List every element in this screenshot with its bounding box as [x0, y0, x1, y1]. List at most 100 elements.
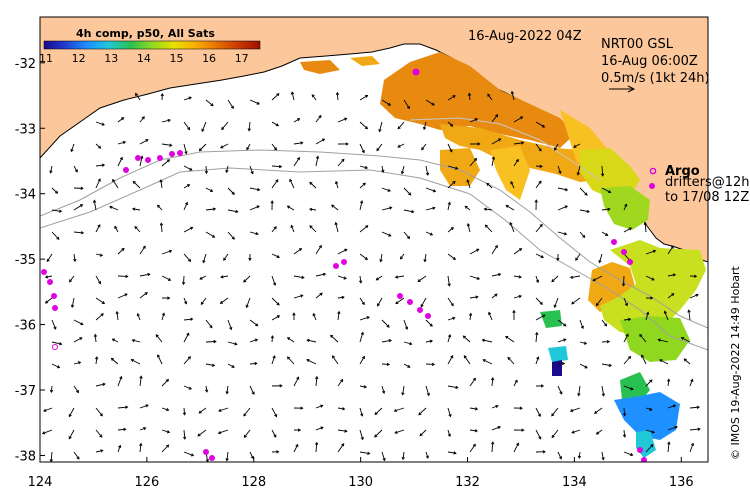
current-arrowhead	[674, 425, 678, 429]
current-arrow	[337, 443, 345, 453]
current-arrowhead	[56, 365, 61, 369]
current-arrowhead	[121, 247, 125, 252]
current-arrowhead	[646, 311, 650, 315]
current-arrowhead	[144, 292, 148, 296]
current-arrow	[578, 385, 581, 396]
current-arrow	[337, 248, 347, 255]
current-arrowhead	[212, 234, 216, 238]
current-arrowhead	[311, 94, 315, 98]
current-arrow	[644, 222, 647, 233]
current-arrowhead	[505, 204, 509, 208]
current-arrowhead	[80, 322, 84, 326]
current-arrow	[45, 297, 53, 304]
current-arrowhead	[558, 456, 562, 460]
current-arrowhead	[276, 255, 280, 259]
current-arrowhead	[157, 204, 161, 208]
current-arrow	[469, 275, 480, 280]
current-arrowhead	[275, 123, 280, 127]
current-arrow	[133, 181, 141, 189]
current-arrow	[535, 180, 542, 189]
current-arrow	[641, 354, 647, 365]
current-arrowhead	[201, 128, 205, 133]
current-arrow	[359, 95, 368, 101]
current-arrowhead	[521, 141, 525, 145]
current-arrow	[336, 92, 339, 101]
current-arrowhead	[43, 408, 47, 412]
current-arrow	[139, 273, 150, 277]
current-arrow	[447, 385, 458, 389]
current-arrowhead	[300, 406, 304, 410]
current-arrowhead	[213, 339, 217, 344]
current-arrowhead	[657, 338, 661, 342]
current-arrow	[95, 297, 105, 304]
current-arrowhead	[628, 227, 632, 231]
current-arrowhead	[297, 428, 302, 432]
current-arrowhead	[600, 173, 605, 177]
current-arrowhead	[447, 334, 452, 338]
current-arrowhead	[690, 442, 695, 446]
current-arrowhead	[584, 365, 588, 369]
current-arrow	[69, 275, 75, 283]
current-arrow	[381, 451, 386, 461]
current-arrowhead	[205, 389, 209, 393]
current-arrowhead	[569, 275, 574, 279]
current-arrowhead	[491, 156, 496, 160]
current-arrow	[183, 121, 191, 130]
current-arrowhead	[365, 95, 369, 98]
current-arrowhead	[491, 441, 495, 445]
current-arrowhead	[73, 258, 77, 263]
current-arrowhead	[379, 259, 383, 263]
current-arrow	[577, 165, 581, 175]
current-arrowhead	[641, 354, 645, 358]
current-arrowhead	[337, 310, 341, 315]
current-arrowhead	[627, 317, 632, 322]
current-arrow	[51, 363, 60, 369]
current-arrowhead	[114, 225, 118, 229]
current-arrow	[51, 209, 62, 212]
current-arrow	[337, 275, 347, 280]
current-arrowhead	[395, 301, 399, 305]
current-arrow	[447, 429, 451, 437]
current-arrowhead	[452, 256, 457, 260]
current-arrow	[447, 121, 453, 127]
current-arrow	[557, 385, 563, 395]
current-arrowhead	[381, 169, 385, 173]
current-arrowhead	[159, 179, 163, 183]
current-arrow	[376, 275, 383, 281]
current-arrowhead	[539, 301, 543, 305]
current-arrow	[623, 204, 627, 211]
current-arrow	[332, 355, 339, 365]
current-arrow	[337, 407, 345, 410]
current-arrow	[491, 377, 494, 387]
current-arrowhead	[319, 292, 323, 296]
current-arrow	[199, 275, 207, 280]
credit-text: © IMOS 19-Aug-2022 14:49 Hobart	[729, 266, 742, 460]
current-arrow	[226, 385, 229, 394]
current-arrow	[359, 332, 364, 343]
current-arrowhead	[467, 92, 472, 96]
current-arrowhead	[256, 101, 260, 105]
current-arrowhead	[505, 335, 509, 339]
current-arrowhead	[167, 296, 171, 300]
current-arrow	[139, 116, 145, 123]
current-arrow	[579, 341, 587, 345]
current-arrowhead	[318, 114, 322, 119]
current-arrowhead	[576, 172, 580, 176]
current-arrow	[469, 407, 478, 410]
current-arrow	[95, 407, 103, 417]
current-arrowhead	[76, 389, 79, 394]
current-arrowhead	[54, 190, 59, 194]
current-arrowhead	[190, 317, 194, 321]
current-arrow	[463, 355, 471, 365]
current-arrow	[271, 121, 279, 127]
current-arrowhead	[344, 248, 348, 252]
current-arrowhead	[388, 339, 392, 343]
current-arrowhead	[250, 455, 254, 460]
current-arrowhead	[79, 204, 84, 208]
current-arrowhead	[143, 427, 147, 431]
current-arrowhead	[482, 359, 486, 363]
current-arrow	[315, 156, 319, 167]
current-arrow	[469, 444, 476, 453]
current-arrowhead	[473, 157, 478, 162]
current-arrowhead	[335, 91, 340, 96]
